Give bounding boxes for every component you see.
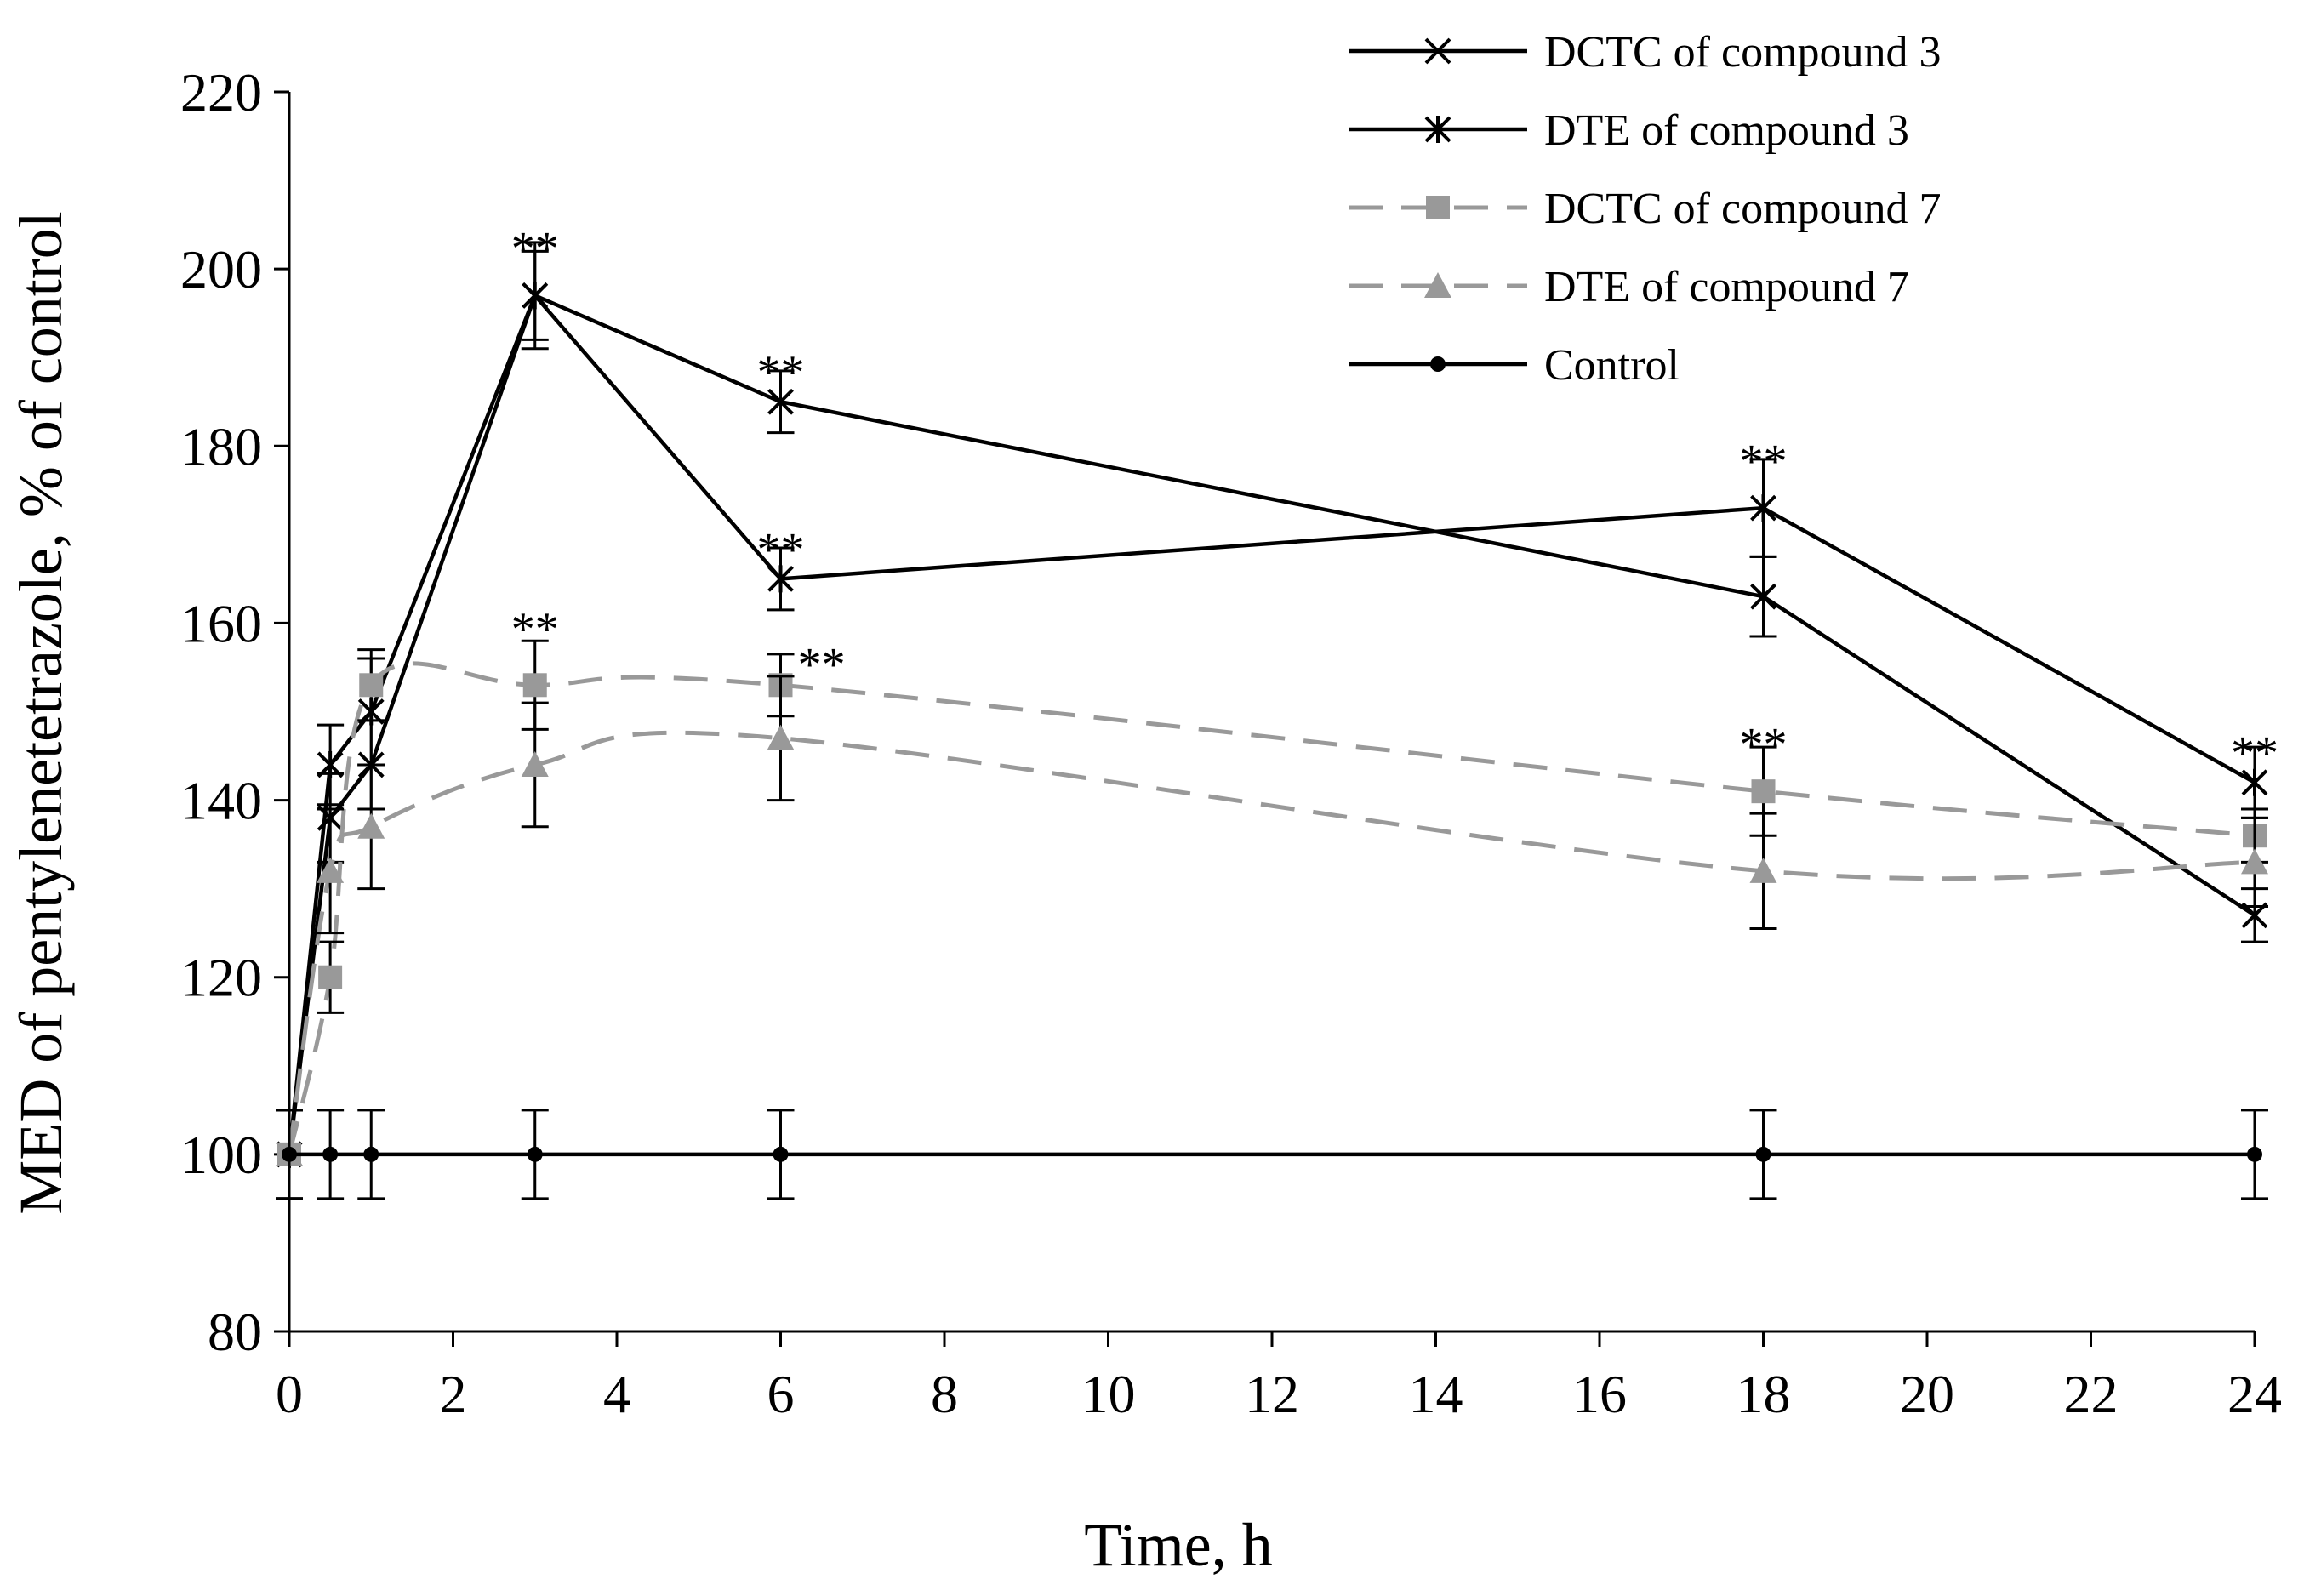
x-tick-label: 12 — [1245, 1364, 1299, 1424]
x-tick-label: 16 — [1572, 1364, 1627, 1424]
x-tick-label: 10 — [1081, 1364, 1136, 1424]
legend-item: DCTC of compound 3 — [1349, 28, 1942, 77]
data-point-marker — [2241, 768, 2268, 796]
significance-annotations: ** ** ** ** ** ** ** ** — [511, 223, 2278, 780]
significance-label: ** — [511, 603, 559, 656]
data-point-marker — [522, 282, 549, 310]
legend-marker — [1424, 272, 1451, 298]
legend-marker — [1426, 196, 1450, 219]
significance-label: ** — [1740, 435, 1788, 487]
series-dctc-of-compound-3 — [276, 241, 2268, 1200]
legend-label: Control — [1544, 341, 1680, 390]
data-point-marker — [1750, 494, 1776, 522]
x-tick-label: 20 — [1900, 1364, 1954, 1424]
data-point-marker — [318, 965, 343, 989]
significance-label: ** — [757, 346, 805, 399]
data-point-marker — [1749, 857, 1777, 883]
data-point-marker — [767, 724, 795, 750]
data-point-marker — [2241, 848, 2268, 875]
legend-label: DTE of compound 3 — [1544, 106, 1909, 155]
y-tick-label: 140 — [180, 771, 262, 831]
data-point-marker — [767, 388, 794, 415]
data-point-marker — [357, 812, 385, 839]
x-tick-label: 14 — [1409, 1364, 1463, 1424]
y-tick-label: 100 — [180, 1125, 262, 1185]
significance-label: ** — [798, 639, 846, 692]
data-point-marker — [282, 1146, 297, 1162]
y-tick-label: 200 — [180, 239, 262, 299]
legend-marker — [1424, 116, 1451, 143]
series-control — [276, 1109, 2268, 1200]
x-tick-label: 6 — [767, 1364, 795, 1424]
series-line — [287, 661, 2256, 1155]
data-point-marker — [773, 1146, 789, 1162]
data-point-marker — [767, 565, 794, 593]
data-point-marker — [1755, 1146, 1771, 1162]
series-dte-of-compound-3 — [276, 249, 2268, 1200]
legend-item: DCTC of compound 7 — [1349, 185, 1942, 233]
significance-label: ** — [2231, 727, 2278, 780]
y-tick-label: 80 — [208, 1302, 262, 1362]
x-tick-label: 2 — [440, 1364, 467, 1424]
significance-label: ** — [1740, 718, 1788, 771]
series-group — [276, 241, 2268, 1200]
x-tick-label: 4 — [603, 1364, 630, 1424]
x-tick-label: 22 — [2064, 1364, 2119, 1424]
significance-label: ** — [511, 223, 559, 276]
x-axis-title: Time, h — [1084, 1511, 1272, 1579]
data-point-marker — [317, 750, 344, 778]
data-point-marker — [527, 1146, 543, 1162]
legend-label: DCTC of compound 3 — [1544, 28, 1942, 77]
x-tick-label: 0 — [276, 1364, 303, 1424]
data-point-marker — [363, 1146, 379, 1162]
legend-item: DTE of compound 7 — [1349, 263, 1909, 311]
legend-label: DTE of compound 7 — [1544, 263, 1909, 311]
legend: DCTC of compound 3 DTE of compound 3 DCTC … — [1349, 28, 1942, 390]
legend-label: DCTC of compound 7 — [1544, 185, 1942, 233]
data-point-marker — [521, 750, 549, 777]
data-point-marker — [1750, 583, 1776, 610]
legend-item: Control — [1349, 341, 1680, 390]
data-point-marker — [359, 673, 384, 698]
data-point-marker — [322, 1146, 339, 1162]
data-point-marker — [2247, 1146, 2262, 1162]
y-tick-label: 160 — [180, 593, 262, 653]
legend-item: DTE of compound 3 — [1349, 106, 1909, 155]
series-dctc-of-compound-7 — [276, 639, 2268, 1200]
y-tick-label: 180 — [180, 416, 262, 476]
y-tick-label: 120 — [180, 948, 262, 1008]
data-point-marker — [1751, 779, 1776, 804]
series-line — [287, 730, 2256, 1155]
y-tick-label: 220 — [180, 62, 262, 123]
data-point-marker — [317, 857, 345, 883]
x-tick-label: 18 — [1737, 1364, 1791, 1424]
y-axis-title: MED of pentylenetetrazole, % of control — [7, 211, 75, 1215]
legend-marker — [1424, 37, 1451, 65]
significance-label: ** — [757, 523, 805, 576]
data-point-marker — [522, 673, 547, 698]
series-line — [287, 293, 2256, 1155]
series-dte-of-compound-7 — [276, 675, 2268, 1200]
x-tick-label: 8 — [931, 1364, 958, 1424]
x-tick-label: 24 — [2227, 1364, 2282, 1424]
legend-marker — [1430, 356, 1446, 372]
